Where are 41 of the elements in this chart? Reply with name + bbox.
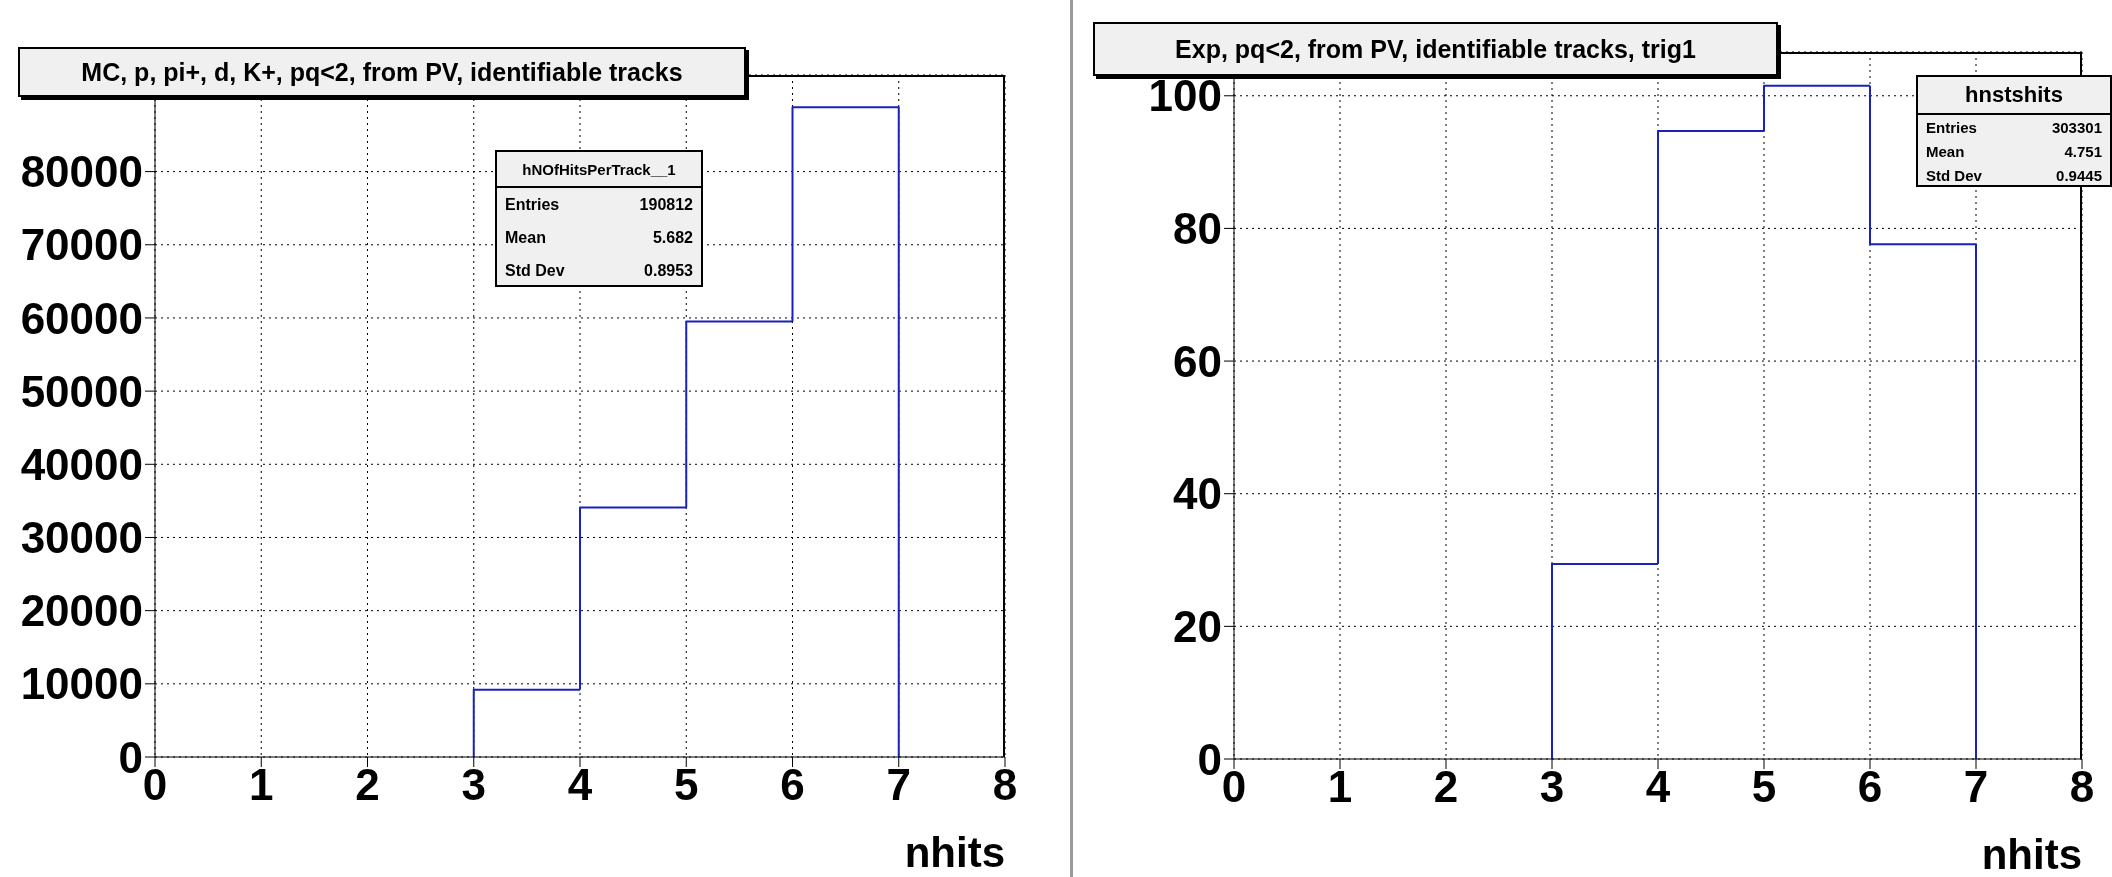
chart-title: MC, p, pi+, d, K+, pq<2, from PV, identifiable tracks [81,57,683,87]
x-tick-label: 3 [461,760,486,810]
x-tick-label: 4 [1645,762,1671,812]
x-tick-label: 6 [1857,762,1883,812]
y-tick-label: 60000 [20,293,143,343]
y-tick-label: 80000 [20,147,143,197]
x-tick-label: 7 [886,760,911,810]
text: Entries 303301 [1926,118,2102,136]
text: Std Dev 0.8953 [505,261,693,279]
x-tick-label: 5 [1751,762,1777,812]
y-tick-label: 50000 [20,366,143,416]
x-tick-label: 4 [567,760,593,810]
annotation: hnstshits [1918,77,2110,115]
text: Mean 4.751 [1926,142,2102,160]
x-tick-label: 1 [249,760,274,810]
y-tick-label: 30000 [20,513,143,563]
y-tick-label: 40000 [20,439,143,489]
x-tick-label: 3 [1539,762,1565,812]
y-tick-label: 20000 [20,586,143,636]
x-tick-label: 1 [1327,762,1353,812]
y-tick-label: 60 [1173,336,1222,386]
text: Mean 5.682 [505,228,693,246]
chart-title: Exp, pq<2, from PV, identifiable tracks, trig1 [1175,34,1696,64]
x-tick-label: 7 [1963,762,1989,812]
y-tick-label: 80 [1173,204,1222,254]
x-tick-label: 2 [355,760,380,810]
text: Entries 190812 [505,195,693,213]
y-tick-label: 70000 [20,220,143,270]
y-tick-label: 10000 [20,659,143,709]
x-tick-label: 6 [780,760,805,810]
text: Std Dev 0.9445 [1926,166,2102,184]
annotation: hNOfHitsPerTrack__1 [497,152,701,188]
y-tick-label: 20 [1173,601,1222,651]
x-tick-label: 5 [674,760,699,810]
y-tick-label: 40 [1173,469,1222,519]
x-axis-title: nhits [904,829,1005,876]
x-tick-label: 8 [992,760,1018,810]
x-axis-title: nhits [1981,831,2082,877]
y-tick-label: 100 [1148,71,1222,121]
x-tick-label: 2 [1433,762,1459,812]
x-tick-label: 8 [2069,762,2095,812]
